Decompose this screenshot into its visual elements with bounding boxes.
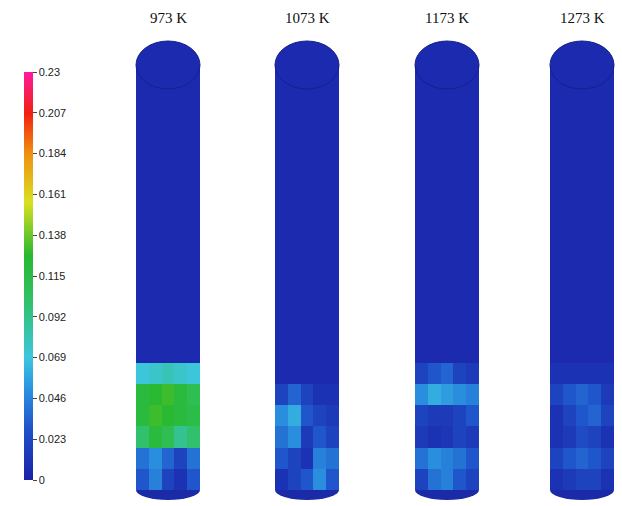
svg-text:0: 0 <box>39 474 45 486</box>
svg-text:0.115: 0.115 <box>39 270 66 282</box>
svg-text:1273 K: 1273 K <box>560 10 605 26</box>
svg-text:0.046: 0.046 <box>39 392 67 404</box>
svg-text:0.207: 0.207 <box>39 107 67 119</box>
svg-text:973 K: 973 K <box>150 10 187 26</box>
svg-text:0.138: 0.138 <box>39 229 67 241</box>
svg-text:0.161: 0.161 <box>39 188 67 200</box>
svg-text:0.069: 0.069 <box>39 351 67 363</box>
svg-text:1173 K: 1173 K <box>425 10 469 26</box>
svg-text:0.23: 0.23 <box>39 66 60 78</box>
svg-text:1073 K: 1073 K <box>285 10 330 26</box>
svg-text:0.023: 0.023 <box>39 433 67 445</box>
svg-text:0.184: 0.184 <box>39 147 67 159</box>
svg-text:0.092: 0.092 <box>39 311 67 323</box>
